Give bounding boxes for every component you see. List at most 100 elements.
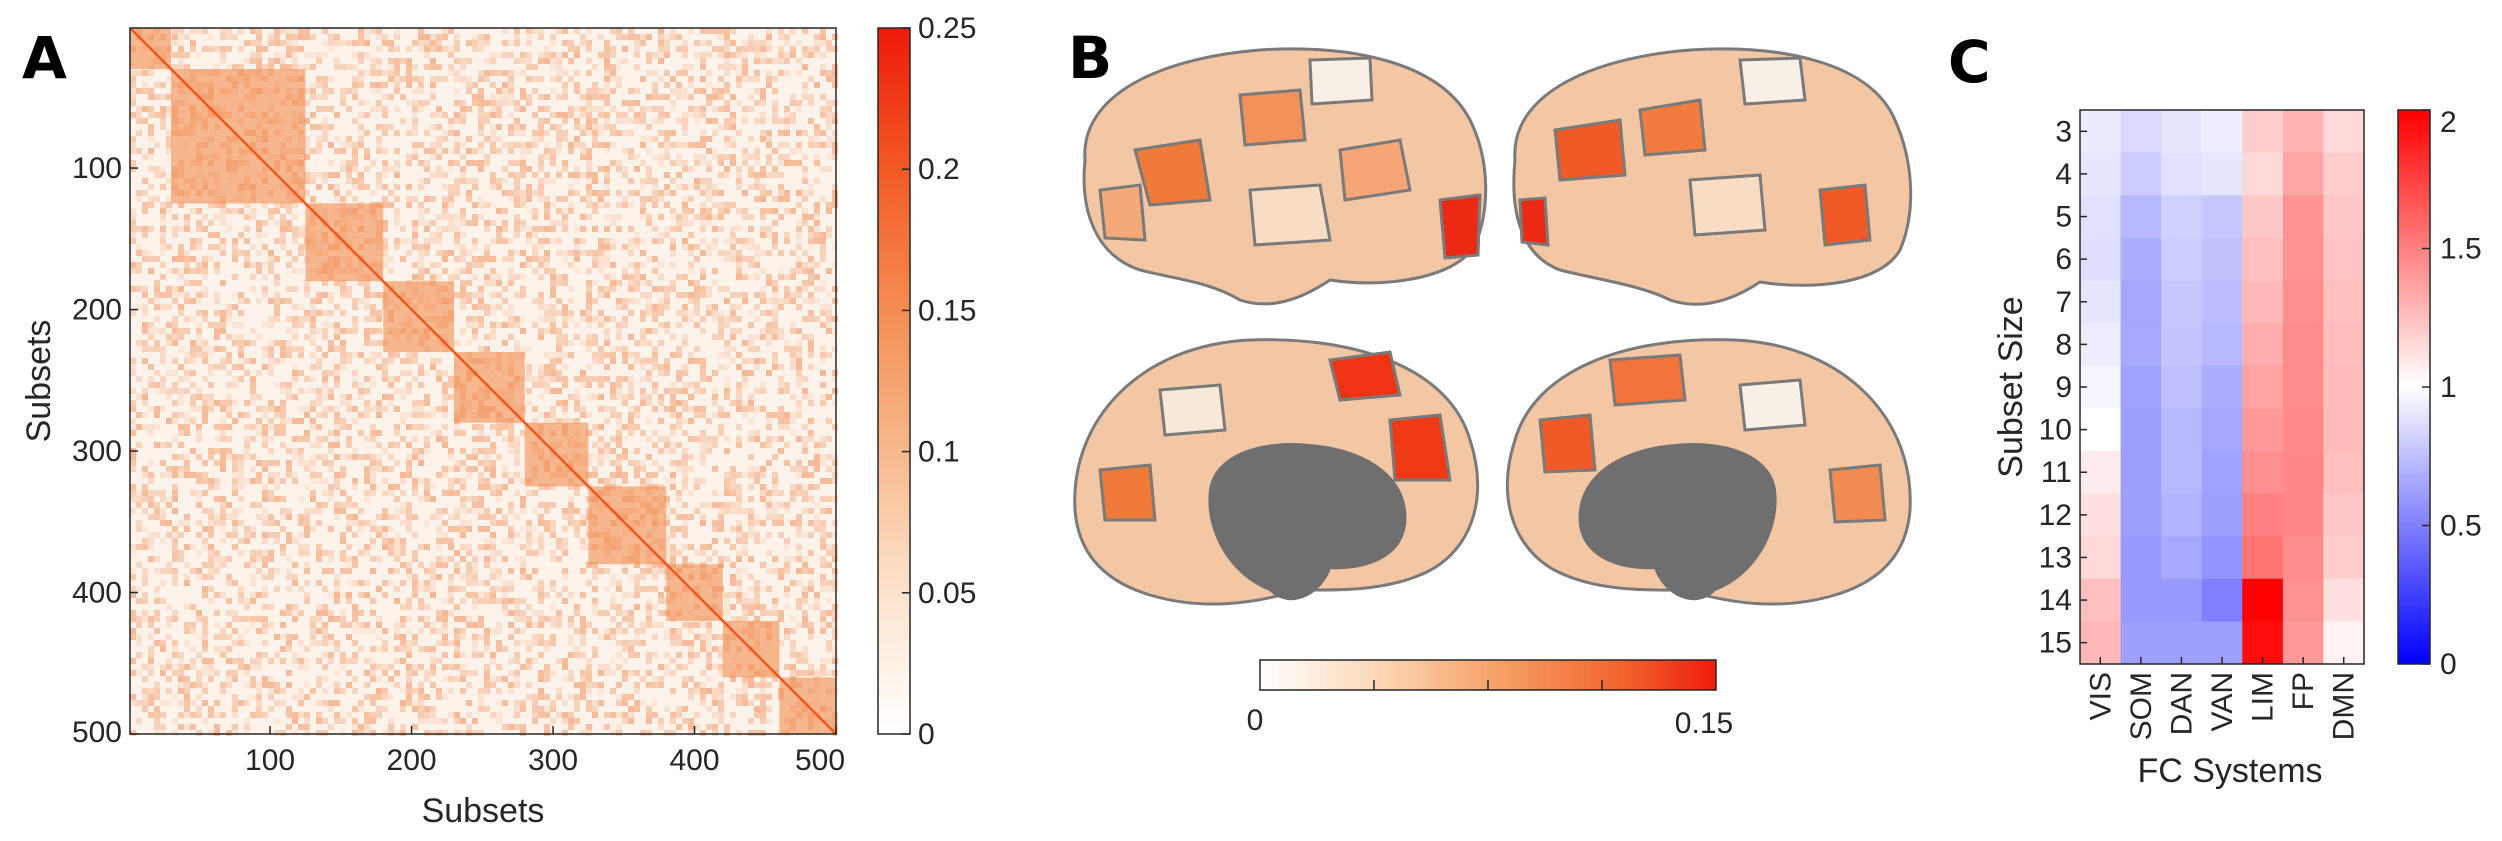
matrix-cell [244, 370, 250, 376]
matrix-cell [604, 172, 610, 178]
matrix-cell [322, 352, 328, 358]
matrix-cell [490, 142, 496, 148]
matrix-cell [352, 352, 358, 358]
matrix-cell [484, 256, 490, 262]
matrix-cell [442, 388, 448, 394]
matrix-cell [418, 88, 424, 94]
matrix-cell [670, 526, 676, 532]
matrix-cell [148, 70, 154, 76]
matrix-cell [130, 160, 136, 166]
matrix-cell [784, 538, 790, 544]
matrix-cell [784, 424, 790, 430]
matrix-cell [340, 292, 346, 298]
matrix-cell [682, 388, 688, 394]
matrix-cell [502, 208, 508, 214]
matrix-cell [232, 340, 238, 346]
matrix-cell [394, 376, 400, 382]
matrix-cell [562, 160, 568, 166]
matrix-cell [508, 538, 514, 544]
matrix-cell [802, 52, 808, 58]
matrix-cell [160, 262, 166, 268]
matrix-cell [514, 490, 520, 496]
matrix-cell [580, 514, 586, 520]
matrix-cell [496, 304, 502, 310]
matrix-cell [250, 400, 256, 406]
matrix-cell [154, 172, 160, 178]
matrix-cell [544, 526, 550, 532]
matrix-cell [526, 40, 532, 46]
matrix-cell [670, 130, 676, 136]
matrix-cell [388, 166, 394, 172]
matrix-cell [598, 358, 604, 364]
matrix-cell [262, 406, 268, 412]
matrix-cell [196, 292, 202, 298]
matrix-cell [196, 574, 202, 580]
matrix-cell [142, 568, 148, 574]
matrix-cell [598, 268, 604, 274]
matrix-cell [226, 370, 232, 376]
matrix-cell [772, 166, 778, 172]
matrix-cell [370, 466, 376, 472]
matrix-cell [772, 328, 778, 334]
matrix-cell [370, 160, 376, 166]
matrix-cell [370, 472, 376, 478]
matrix-cell [628, 130, 634, 136]
matrix-cell [682, 502, 688, 508]
matrix-cell [298, 532, 304, 538]
matrix-cell [208, 34, 214, 40]
matrix-cell [346, 514, 352, 520]
matrix-cell [220, 244, 226, 250]
matrix-cell [340, 88, 346, 94]
matrix-cell [646, 328, 652, 334]
matrix-cell [832, 454, 838, 460]
matrix-cell [766, 58, 772, 64]
matrix-cell [454, 508, 460, 514]
matrix-cell [394, 196, 400, 202]
matrix-cell [580, 406, 586, 412]
matrix-cell [688, 292, 694, 298]
matrix-cell [784, 160, 790, 166]
matrix-cell [550, 112, 556, 118]
matrix-cell [478, 130, 484, 136]
matrix-cell [364, 34, 370, 40]
matrix-cell [298, 352, 304, 358]
matrix-cell [352, 448, 358, 454]
matrix-cell [220, 208, 226, 214]
matrix-cell [682, 316, 688, 322]
matrix-cell [190, 28, 196, 34]
matrix-cell [526, 52, 532, 58]
matrix-cell [724, 352, 730, 358]
matrix-cell [274, 478, 280, 484]
matrix-cell [532, 538, 538, 544]
matrix-cell [694, 322, 700, 328]
matrix-cell [580, 544, 586, 550]
matrix-cell [688, 298, 694, 304]
matrix-cell [400, 508, 406, 514]
matrix-cell [820, 370, 826, 376]
matrix-cell [352, 484, 358, 490]
matrix-cell [262, 274, 268, 280]
matrix-cell [664, 436, 670, 442]
matrix-cell [784, 442, 790, 448]
matrix-cell [760, 268, 766, 274]
matrix-cell [466, 562, 472, 568]
matrix-cell [232, 544, 238, 550]
matrix-cell [166, 94, 172, 100]
matrix-cell [166, 532, 172, 538]
matrix-cell [676, 376, 682, 382]
matrix-cell [766, 70, 772, 76]
matrix-cell [394, 568, 400, 574]
matrix-cell [622, 298, 628, 304]
matrix-cell [742, 118, 748, 124]
matrix-cell [730, 124, 736, 130]
matrix-cell [376, 100, 382, 106]
matrix-cell [508, 472, 514, 478]
matrix-cell [640, 292, 646, 298]
matrix-cell [580, 568, 586, 574]
matrix-cell [802, 376, 808, 382]
matrix-cell [802, 436, 808, 442]
matrix-cell [136, 442, 142, 448]
matrix-cell [340, 490, 346, 496]
matrix-cell [562, 406, 568, 412]
matrix-cell [682, 304, 688, 310]
